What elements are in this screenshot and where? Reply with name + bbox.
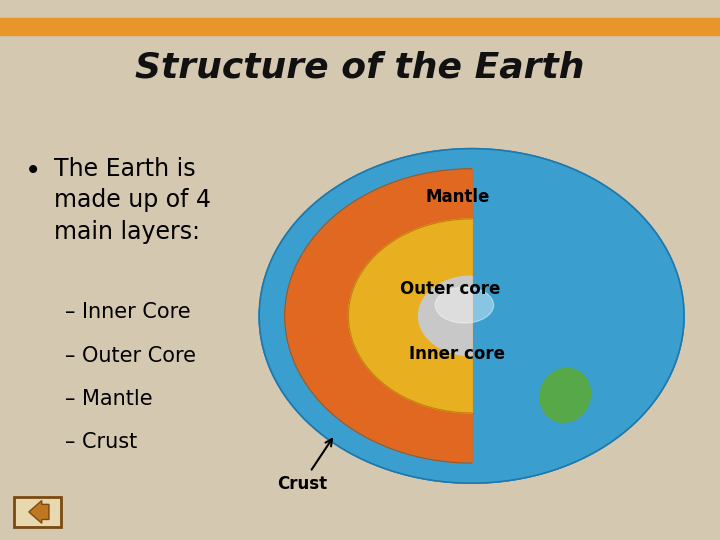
Ellipse shape — [540, 368, 590, 422]
Polygon shape — [259, 148, 472, 483]
Ellipse shape — [385, 178, 457, 227]
Text: – Inner Core: – Inner Core — [65, 302, 190, 322]
Ellipse shape — [284, 168, 659, 463]
Polygon shape — [472, 148, 684, 483]
Ellipse shape — [441, 294, 488, 327]
Text: Mantle: Mantle — [425, 188, 490, 206]
Polygon shape — [259, 316, 684, 483]
Ellipse shape — [435, 287, 494, 323]
Ellipse shape — [259, 148, 684, 483]
Text: Inner core: Inner core — [409, 345, 505, 363]
Polygon shape — [284, 168, 472, 463]
Ellipse shape — [348, 219, 595, 413]
Ellipse shape — [385, 178, 457, 227]
Polygon shape — [418, 276, 472, 356]
Text: Crust: Crust — [277, 439, 332, 492]
Polygon shape — [348, 219, 472, 413]
Ellipse shape — [540, 368, 590, 422]
Text: Structure of the Earth: Structure of the Earth — [135, 51, 585, 84]
Text: The Earth is
made up of 4
main layers:: The Earth is made up of 4 main layers: — [54, 157, 211, 244]
Bar — [0, 18, 720, 35]
FancyBboxPatch shape — [14, 497, 61, 526]
FancyArrow shape — [29, 501, 49, 523]
Text: – Crust: – Crust — [65, 432, 137, 452]
Text: •: • — [25, 157, 42, 185]
Ellipse shape — [418, 281, 525, 361]
Text: – Outer Core: – Outer Core — [65, 346, 196, 366]
Text: Outer core: Outer core — [400, 280, 500, 298]
Text: – Mantle: – Mantle — [65, 389, 153, 409]
